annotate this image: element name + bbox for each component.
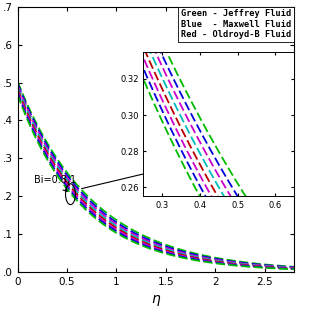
- Text: Bi=0.8,1: Bi=0.8,1: [34, 175, 77, 191]
- X-axis label: η: η: [151, 292, 160, 306]
- Text: Green - Jeffrey Fluid
Blue  - Maxwell Fluid
Red - Oldroyd-B Fluid: Green - Jeffrey Fluid Blue - Maxwell Flu…: [181, 10, 291, 39]
